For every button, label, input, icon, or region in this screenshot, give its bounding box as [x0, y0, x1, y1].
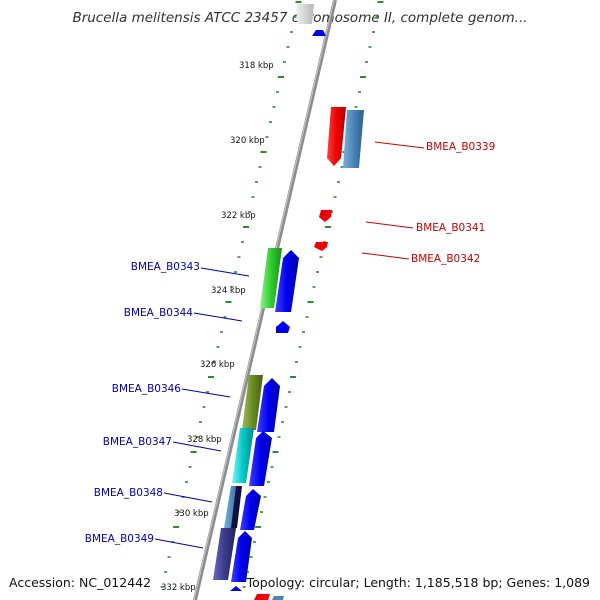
gene-BMEA_B0347b[interactable]: [249, 431, 272, 486]
gene-label-BMEA_B0341[interactable]: BMEA_B0341: [416, 222, 485, 234]
gene-BMEA_B0342[interactable]: [314, 242, 328, 251]
kbp-label-320: 320 kbp: [230, 136, 265, 146]
gene-BMEA_B0349[interactable]: [213, 528, 236, 580]
leader-BMEA_B0341: [365, 221, 414, 229]
genome-info-text: Topology: circular; Length: 1,185,518 bp…: [246, 575, 590, 590]
gene-BMEA_B0347[interactable]: [232, 428, 254, 483]
gene-label-BMEA_B0339[interactable]: BMEA_B0339: [426, 141, 495, 153]
gene-label-BMEA_B0344[interactable]: BMEA_B0344: [124, 307, 194, 319]
gene-BMEA_B0348b[interactable]: [240, 489, 261, 530]
gene-partial-bottom-blue[interactable]: [230, 586, 242, 591]
kbp-label-330: 330 kbp: [174, 509, 209, 519]
gene-label-BMEA_B0343[interactable]: BMEA_B0343: [131, 261, 200, 273]
leader-BMEA_B0347: [172, 441, 222, 452]
kbp-label-322: 322 kbp: [221, 211, 256, 221]
leader-BMEA_B0348: [163, 492, 213, 503]
kbp-label-318: 318 kbp: [239, 61, 274, 71]
gene-BMEA_B0343b[interactable]: [275, 250, 299, 312]
kbp-label-326: 326 kbp: [200, 360, 235, 370]
gene-label-BMEA_B0348[interactable]: BMEA_B0348: [94, 487, 163, 499]
leader-BMEA_B0342: [361, 252, 410, 260]
gene-partial-bottom-steel[interactable]: [272, 596, 284, 600]
gene-label-BMEA_B0349[interactable]: BMEA_B0349: [85, 533, 154, 545]
gene-BMEA_B0341[interactable]: [319, 210, 332, 222]
gene-BMEA_B0343[interactable]: [260, 248, 282, 308]
gene-BMEA_B0339[interactable]: [327, 107, 346, 166]
gene-BMEA_B0346b[interactable]: [257, 378, 280, 432]
gene-partial-top-blue[interactable]: [312, 30, 326, 36]
gene-partial-top-grey[interactable]: [296, 4, 314, 24]
gene-BMEA_B0344[interactable]: [276, 321, 290, 333]
kbp-label-332: 332 kbp: [161, 583, 196, 593]
leader-BMEA_B0344: [193, 312, 243, 322]
gene-label-BMEA_B0347[interactable]: BMEA_B0347: [103, 436, 172, 448]
gene-BMEA_B0346[interactable]: [242, 375, 263, 430]
leader-BMEA_B0339: [374, 141, 425, 149]
kbp-label-328: 328 kbp: [187, 435, 222, 445]
leader-BMEA_B0346: [181, 388, 231, 398]
kbp-label-324: 324 kbp: [211, 286, 246, 296]
gene-BMEA_B0349b[interactable]: [231, 531, 252, 582]
accession-text: Accession: NC_012442: [9, 575, 152, 590]
gene-label-BMEA_B0342[interactable]: BMEA_B0342: [411, 253, 480, 265]
gene-partial-bottom-red[interactable]: [254, 594, 270, 600]
gene-BMEA_B0340[interactable]: [343, 110, 364, 168]
leader-BMEA_B0349: [154, 538, 204, 549]
gene-label-BMEA_B0346[interactable]: BMEA_B0346: [112, 383, 182, 395]
gene-BMEA_B0348-dark[interactable]: [231, 486, 242, 528]
leader-BMEA_B0343: [200, 267, 250, 277]
